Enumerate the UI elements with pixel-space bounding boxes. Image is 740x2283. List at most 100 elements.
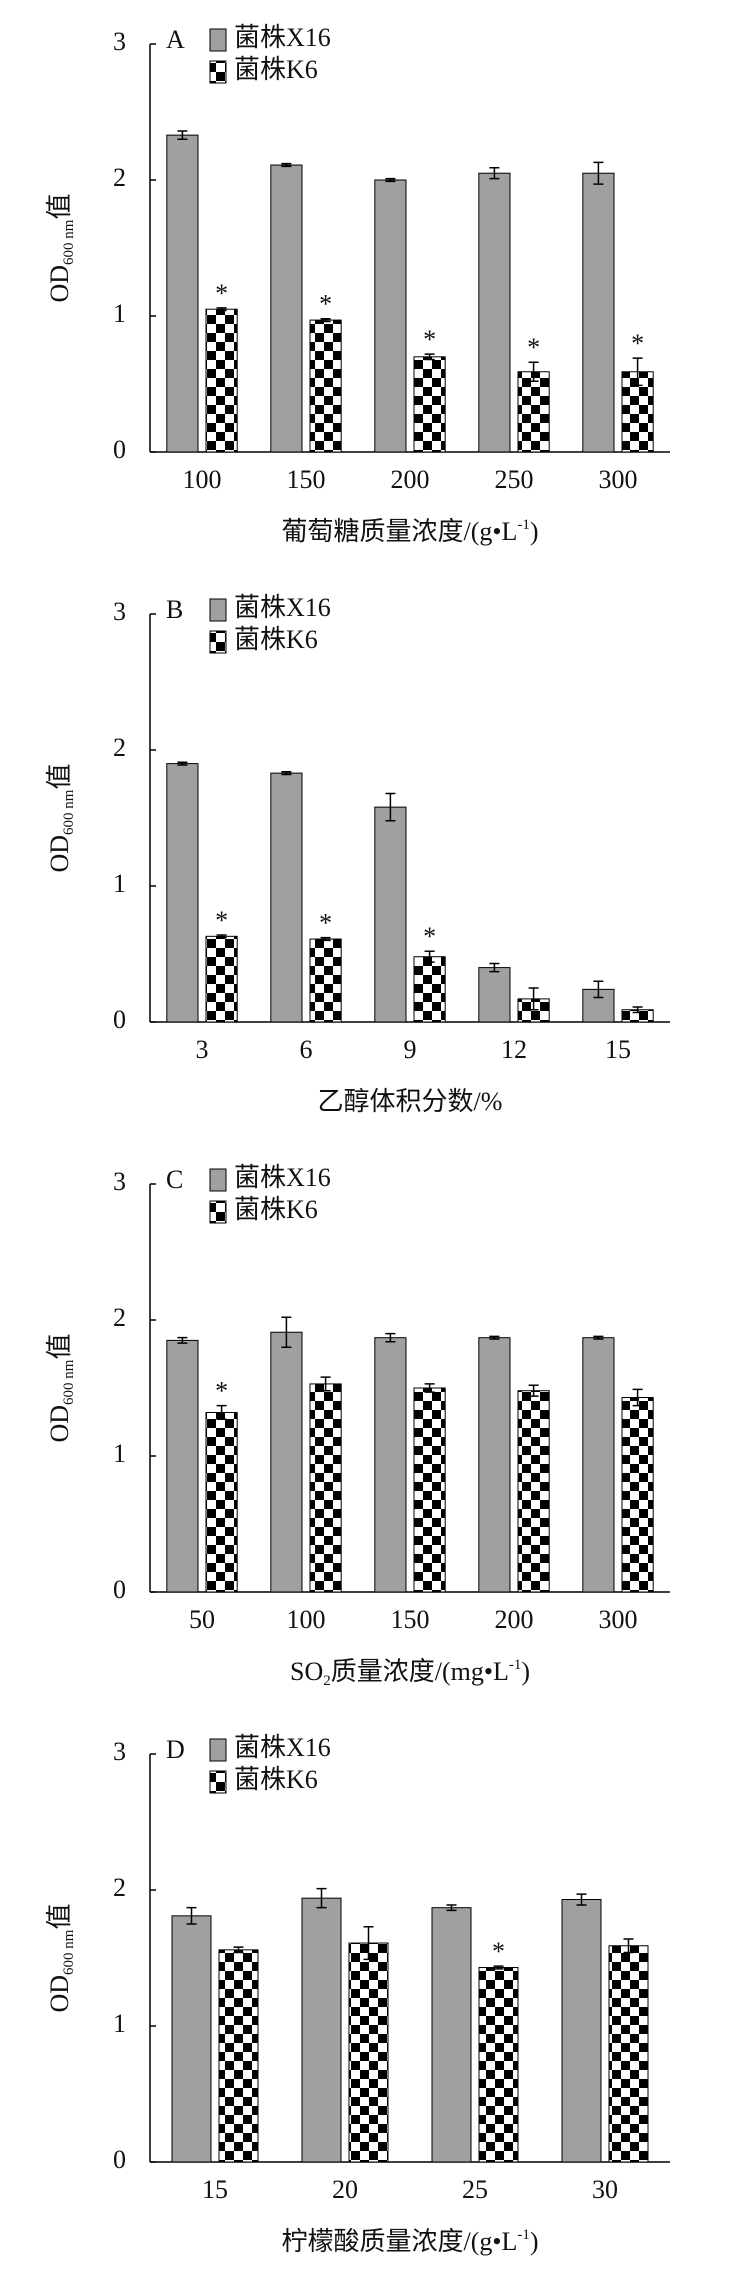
label-part: 2 — [323, 1673, 331, 1689]
x-tick-label: 25 — [462, 2175, 488, 2204]
error-bar — [424, 353, 435, 361]
x-tick-label: 20 — [332, 2175, 358, 2204]
error-bar — [593, 980, 604, 999]
y-axis-label: OD600 nm值 — [45, 1334, 77, 1443]
error-bar — [446, 1904, 457, 1912]
bar — [561, 1899, 602, 2163]
bar — [478, 967, 511, 1023]
x-tick-label: 150 — [391, 1605, 430, 1634]
bar — [413, 956, 446, 1023]
error-bar — [177, 1336, 188, 1344]
label-part: SO — [290, 1657, 323, 1686]
x-axis-label: SO2质量浓度/(mg•L-1) — [290, 1657, 530, 1689]
label-part: 乙醇体积分数/% — [318, 1087, 503, 1116]
error-bar — [632, 1388, 643, 1407]
legend-swatch — [209, 1200, 227, 1224]
label-part: 值 — [45, 1904, 74, 1930]
bar — [309, 938, 342, 1023]
x-tick-label: 150 — [287, 465, 326, 494]
panel-label: D — [166, 1735, 185, 1764]
error-bar — [424, 1383, 435, 1393]
label-part: ) — [521, 1657, 530, 1686]
bar — [608, 1945, 649, 2163]
y-tick-label: 3 — [113, 27, 126, 56]
bar — [309, 1383, 342, 1593]
error-bar — [385, 1332, 396, 1343]
label-part: 值 — [45, 194, 74, 220]
label-part: OD — [45, 265, 74, 303]
error-bar — [281, 771, 292, 776]
y-axis-label: OD600 nm值 — [45, 194, 77, 303]
error-bar — [385, 177, 396, 183]
significance-mark: * — [631, 329, 644, 358]
bar — [431, 1907, 472, 2163]
x-tick-label: 6 — [300, 1035, 313, 1064]
label-part: 600 nm — [61, 1359, 77, 1405]
label-part: OD — [45, 1975, 74, 2013]
y-tick-label: 1 — [113, 299, 126, 328]
legend-label: 菌株X16 — [234, 1163, 331, 1192]
legend-label: 菌株K6 — [234, 625, 318, 654]
bar — [517, 371, 550, 453]
x-tick-label: 300 — [599, 465, 638, 494]
panel-label: B — [166, 595, 183, 624]
x-tick-label: 30 — [592, 2175, 618, 2204]
bar — [171, 1915, 212, 2163]
label-part: 600 nm — [61, 219, 77, 265]
x-tick-label: 3 — [196, 1035, 209, 1064]
label-part: -1 — [517, 517, 530, 533]
x-axis-label: 乙醇体积分数/% — [318, 1087, 503, 1116]
y-tick-label: 0 — [113, 435, 126, 464]
error-bar — [177, 130, 188, 140]
label-part: 柠檬酸质量浓度/(g•L — [281, 2227, 517, 2256]
label-part: 葡萄糖质量浓度/(g•L — [281, 517, 517, 546]
error-bar — [177, 761, 188, 766]
y-tick-label: 1 — [113, 869, 126, 898]
y-tick-label: 3 — [113, 597, 126, 626]
y-tick-label: 2 — [113, 1303, 126, 1332]
error-bar — [216, 934, 227, 939]
legend-swatch — [209, 60, 227, 84]
y-tick-label: 2 — [113, 163, 126, 192]
bar — [413, 356, 446, 453]
label-part: 质量浓度/(mg•L — [331, 1657, 509, 1686]
bar — [478, 1337, 511, 1593]
bar — [517, 1390, 550, 1593]
bar — [166, 763, 199, 1023]
label-part: ) — [530, 2227, 539, 2256]
error-bar — [489, 1335, 500, 1340]
legend-swatch — [209, 28, 227, 52]
bar — [301, 1897, 342, 2163]
error-bar — [593, 1335, 604, 1340]
error-bar — [320, 936, 331, 942]
y-axis-label: OD600 nm值 — [45, 1904, 77, 2013]
significance-mark: * — [423, 922, 436, 951]
y-axis-label: OD600 nm值 — [45, 764, 77, 873]
label-part: ) — [530, 517, 539, 546]
y-tick-label: 0 — [113, 2145, 126, 2174]
y-tick-label: 3 — [113, 1737, 126, 1766]
error-bar — [320, 1376, 331, 1392]
bar — [205, 935, 238, 1023]
error-bar — [363, 1925, 374, 1961]
panel-label: C — [166, 1165, 183, 1194]
legend-label: 菌株X16 — [234, 1733, 331, 1762]
legend-label: 菌株X16 — [234, 23, 331, 52]
error-bar — [186, 1906, 197, 1925]
x-axis-label: 葡萄糖质量浓度/(g•L-1) — [281, 517, 538, 546]
error-bar — [281, 162, 292, 168]
label-part: -1 — [517, 2227, 530, 2243]
bar — [582, 172, 615, 453]
bar — [413, 1387, 446, 1593]
legend-swatch — [209, 1770, 227, 1794]
label-part: 600 nm — [61, 1929, 77, 1975]
error-bar — [576, 1893, 587, 1906]
significance-mark: * — [215, 279, 228, 308]
error-bar — [528, 361, 539, 383]
error-bar — [632, 357, 643, 387]
label-part: 值 — [45, 1334, 74, 1360]
significance-mark: * — [215, 1377, 228, 1406]
bar — [374, 1337, 407, 1593]
